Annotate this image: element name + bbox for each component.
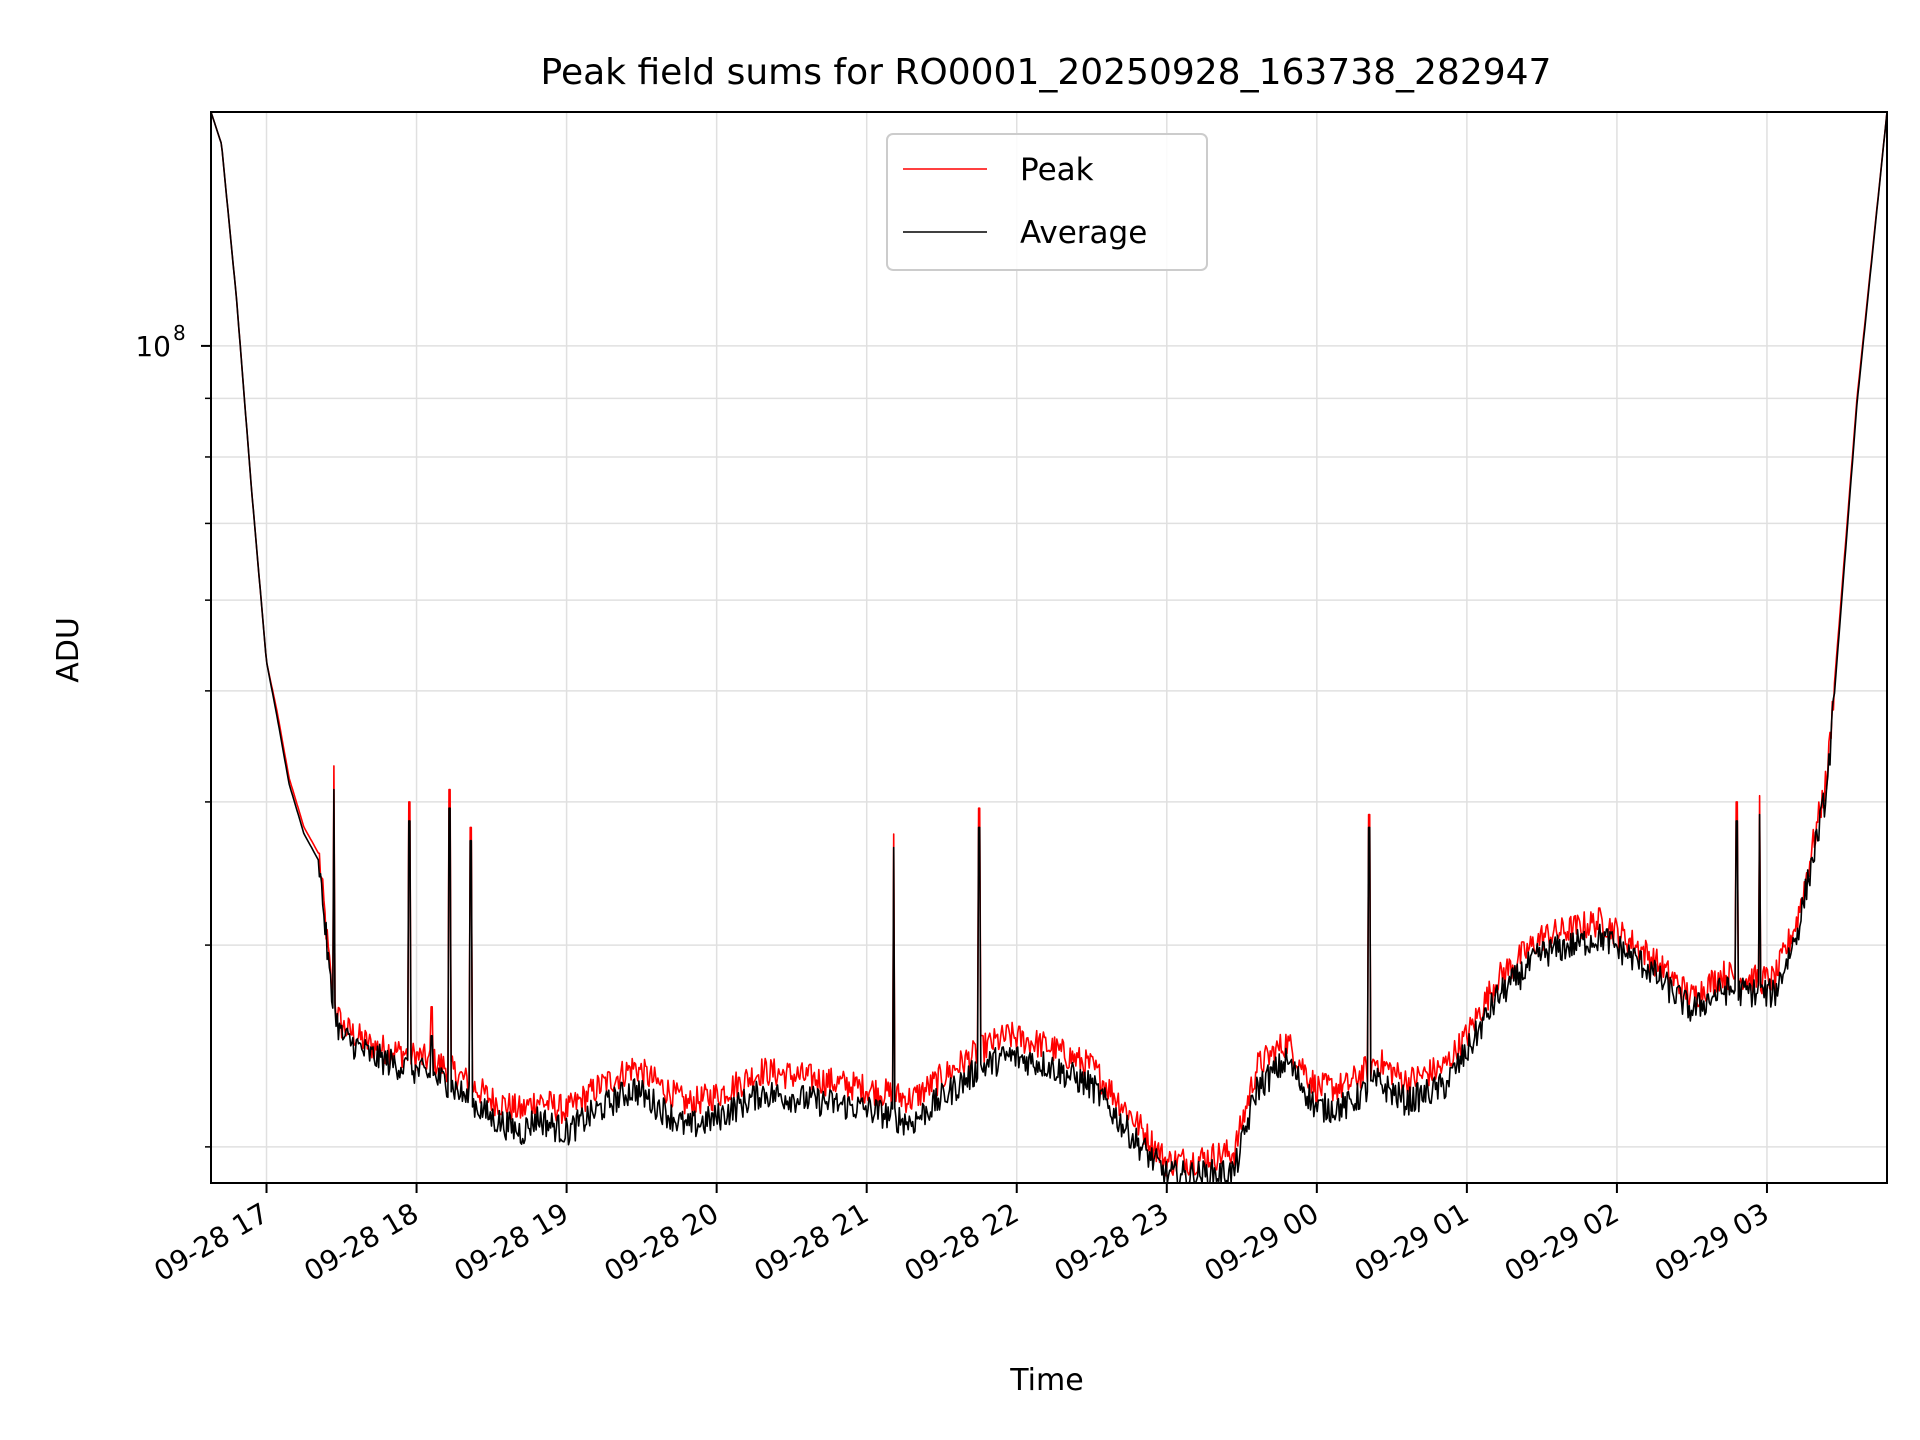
x-axis-label: Time — [1009, 1363, 1083, 1398]
y-tick-label-exponent: 8 — [173, 321, 186, 345]
legend-label-average: Average — [1020, 215, 1147, 251]
y-tick-label-base: 10 — [135, 330, 171, 363]
legend-box — [886, 133, 1208, 271]
series-layer — [210, 111, 1888, 1184]
y-axis-label: ADU — [51, 617, 86, 683]
series-line-average — [210, 111, 1888, 1184]
legend: Peak Average — [886, 133, 1208, 271]
legend-label-peak: Peak — [1020, 152, 1094, 188]
chart-title: Peak field sums for RO0001_20250928_1637… — [541, 52, 1552, 93]
plot-frame — [210, 111, 1888, 1184]
